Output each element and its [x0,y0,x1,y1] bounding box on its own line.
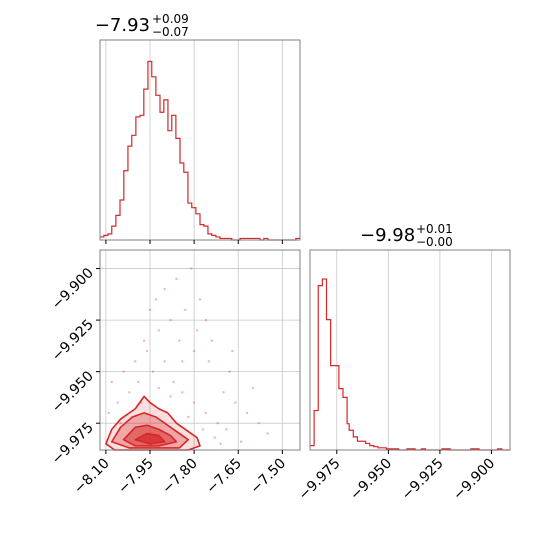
marginal-param-2-x-ticks: −9.975 −9.950 −9.925 −9.900 [296,450,498,504]
joint-scatter-point [163,360,166,363]
joint-y-ticks: −9.975−9.950−9.925−9.900 [49,265,100,468]
joint-scatter-point [107,411,111,415]
joint-scatter-point [181,360,184,363]
joint-scatter-point [178,339,181,342]
joint-ytick-label-1: −9.950 [49,368,97,416]
joint-scatter-point [234,401,237,404]
joint-scatter-point [187,415,190,419]
joint-scatter-point [266,432,269,435]
marginal-param-2-title-value: −9.98 [360,225,415,246]
joint-scatter-point [204,411,208,415]
joint-scatter-point [245,411,249,415]
joint-scatter-point [128,391,131,394]
joint-xtick-label-3: −7.65 [203,456,245,498]
joint-scatter-point [228,370,231,373]
joint-scatter-point [207,360,211,363]
joint-scatter-point [142,339,146,342]
joint-xtick-label-0: −8.10 [71,456,113,498]
joint-scatter-point [192,401,196,404]
joint-scatter-point [163,287,166,291]
joint-scatter-point [169,318,172,322]
joint-contour-level-3 [134,432,166,445]
joint-xtick-label-4: −7.50 [248,456,290,498]
joint-scatter-point [122,370,125,373]
joint-scatter-point [219,442,222,446]
joint-scatter-point [119,422,122,425]
joint-scatter-point [175,277,178,281]
joint-scatter-point [154,298,158,301]
marginal-param-2-histogram [310,278,510,451]
joint-ytick-label-0: −9.975 [49,420,97,468]
marginal-param-1-title-value: −7.93 [95,15,150,36]
joint-scatter-point [134,360,137,363]
joint-grid [100,250,300,450]
joint-scatter-point [110,380,113,384]
joint-scatter-point [195,329,199,332]
joint-xtick-label-1: −7.95 [115,456,157,498]
joint-ytick-label-3: −9.900 [49,265,97,313]
joint-scatter-point [189,267,193,270]
marginal-param-2-frame [309,249,511,451]
joint-xtick-label-2: −7.80 [159,456,201,498]
joint-scatter-point [201,428,205,431]
marginal-param-1-panel: −7.93 +0.09 −0.07 [95,12,301,244]
joint-scatter-point [172,380,175,384]
joint-panel: −8.10 −7.95 −7.80 −7.65 −7.50 −9.975−9.950−9… [49,249,301,497]
joint-scatter-point [239,440,243,443]
marginal-param-1-grid [105,40,283,240]
marginal-param-2-xtick-label-2: −9.925 [399,456,447,504]
joint-scatter-point [213,436,216,439]
marginal-param-1-title-minus: −0.07 [152,25,189,39]
joint-scatter-point [157,386,161,390]
joint-scatter-point [210,339,213,342]
joint-scatter-point [116,401,119,404]
marginal-param-2-xtick-label-3: −9.900 [450,456,498,504]
joint-scatter-point [198,298,202,301]
marginal-param-1-ticks [105,240,283,244]
marginal-param-2-xtick-label-0: −9.975 [296,456,344,504]
joint-scatter-point [137,380,140,384]
marginal-param-1-frame [99,39,301,241]
joint-scatter-point [216,422,219,425]
joint-scatter-point [184,308,187,311]
marginal-param-2-grid [336,250,492,450]
joint-scatter-point [257,422,261,425]
marginal-param-2-title-plus: +0.01 [416,222,453,236]
marginal-param-2-xtick-label-1: −9.950 [347,456,395,504]
joint-x-ticks: −8.10 −7.95 −7.80 −7.65 −7.50 [71,450,289,497]
joint-scatter-point [151,370,155,373]
joint-scatter-point [145,349,149,353]
joint-scatter-point [204,318,208,322]
joint-ytick-label-2: −9.925 [49,317,97,365]
joint-scatter-point [181,391,184,394]
marginal-param-2-title-minus: −0.00 [416,235,453,249]
joint-scatter-point [157,329,161,332]
marginal-param-2-panel: −9.98 +0.01 −0.00 −9.975 −9.950 −9.925 −9.9… [296,222,511,504]
joint-scatter-point [225,428,228,431]
joint-scatter-point [251,386,255,390]
joint-frame [99,249,301,451]
marginal-param-1-histogram [100,60,300,241]
joint-scatter-point [222,391,225,394]
joint-scatter-point [169,395,172,398]
marginal-param-1-title-plus: +0.09 [152,12,189,26]
joint-scatter-point [148,308,152,311]
joint-scatter-point [192,349,196,353]
joint-scatter-point [231,349,234,353]
